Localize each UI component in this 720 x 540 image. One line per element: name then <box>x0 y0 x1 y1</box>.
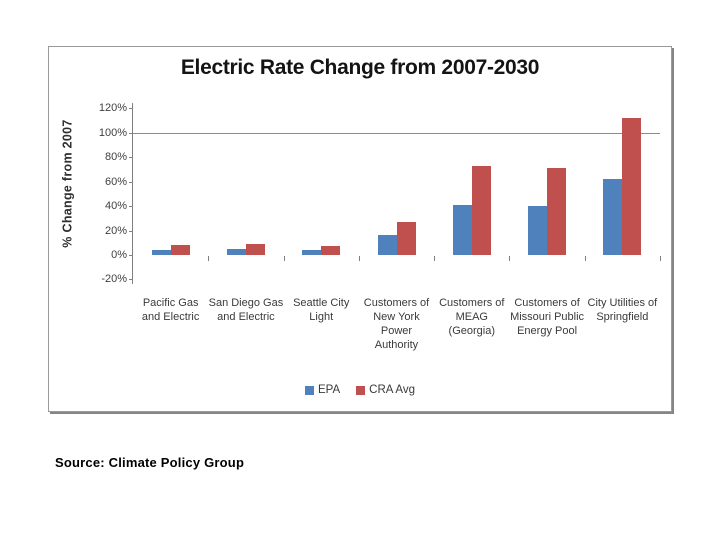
bar-epa-5 <box>528 206 548 255</box>
x-tick-mark <box>283 256 285 261</box>
x-tick-mark <box>509 256 511 261</box>
y-tick-mark <box>129 255 133 256</box>
legend-swatch-icon <box>356 385 366 395</box>
y-tick-mark <box>129 230 133 232</box>
y-tick-label: -20% <box>101 273 127 286</box>
category-label: Seattle City Light <box>293 297 350 323</box>
legend-swatch-icon <box>305 385 314 395</box>
category-label: San Diego Gas and Electric <box>208 297 284 323</box>
bar-epa-1 <box>226 248 246 255</box>
chart-title: Electric Rate Change from 2007-2030 <box>180 56 540 79</box>
category-label: City Utilities of Springfield <box>587 297 658 323</box>
x-tick-mark <box>358 256 360 261</box>
chart-legend: EPA CRA Avg <box>49 384 671 396</box>
y-tick-mark <box>129 279 133 281</box>
bar-epa-0 <box>151 250 171 255</box>
bar-cra-avg-1 <box>245 243 265 255</box>
y-tick-mark <box>129 108 133 110</box>
legend-item-cra-avg: CRA Avg <box>356 384 415 396</box>
y-tick-mark <box>129 132 133 134</box>
bar-epa-2 <box>302 250 322 255</box>
bar-cra-avg-4 <box>471 165 491 255</box>
bar-epa-4 <box>452 204 472 255</box>
y-tick-label: 100% <box>98 126 127 139</box>
category-label: Customers of New York Power Authority <box>363 297 430 351</box>
source-note: Source: Climate Policy Group <box>55 455 245 470</box>
bar-cra-avg-6 <box>622 118 642 255</box>
x-tick-mark <box>584 256 586 261</box>
y-tick-mark <box>129 181 133 183</box>
bar-epa-3 <box>377 235 397 255</box>
legend-label: CRA Avg <box>369 384 415 396</box>
y-tick-label: 20% <box>104 224 127 237</box>
y-tick-label: 120% <box>98 102 127 115</box>
category-label: Customers of Missouri Public Energy Pool <box>510 297 585 337</box>
y-tick-label: 0% <box>111 249 127 261</box>
y-tick-mark <box>129 157 133 159</box>
y-tick-label: 40% <box>104 200 127 213</box>
bar-cra-avg-5 <box>547 168 567 255</box>
y-tick-label: 60% <box>104 175 127 188</box>
x-tick-mark <box>660 256 661 261</box>
bar-cra-avg-3 <box>396 221 416 255</box>
x-tick-mark <box>434 256 436 261</box>
y-tick-label: 80% <box>104 151 127 164</box>
bar-cra-avg-2 <box>321 246 341 255</box>
plot-area: 120% 100% 80% 60% 40% 20% 0% -20% Pacific Gas an… <box>49 47 671 411</box>
bar-cra-avg-0 <box>170 245 190 255</box>
y-axis-line <box>132 103 133 284</box>
bar-epa-6 <box>603 179 623 255</box>
category-label: Pacific Gas and Electric <box>141 297 200 323</box>
y-tick-mark <box>129 206 133 208</box>
category-label: Customers of MEAG (Georgia) <box>439 297 505 337</box>
legend-item-epa: EPA <box>305 384 340 396</box>
legend-label: EPA <box>318 384 341 396</box>
gridline-100 <box>133 132 660 134</box>
presentation-slide: Electric Rate Change from 2007-2030 % Ch… <box>48 46 672 412</box>
x-tick-mark <box>208 256 210 261</box>
